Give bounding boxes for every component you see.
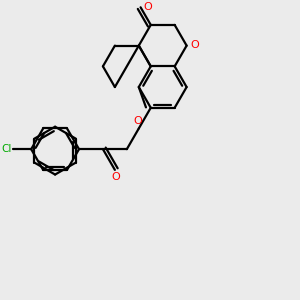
Text: O: O: [143, 2, 152, 12]
Text: Cl: Cl: [2, 144, 12, 154]
Text: O: O: [134, 116, 142, 125]
Text: O: O: [111, 172, 120, 182]
Text: O: O: [190, 40, 199, 50]
